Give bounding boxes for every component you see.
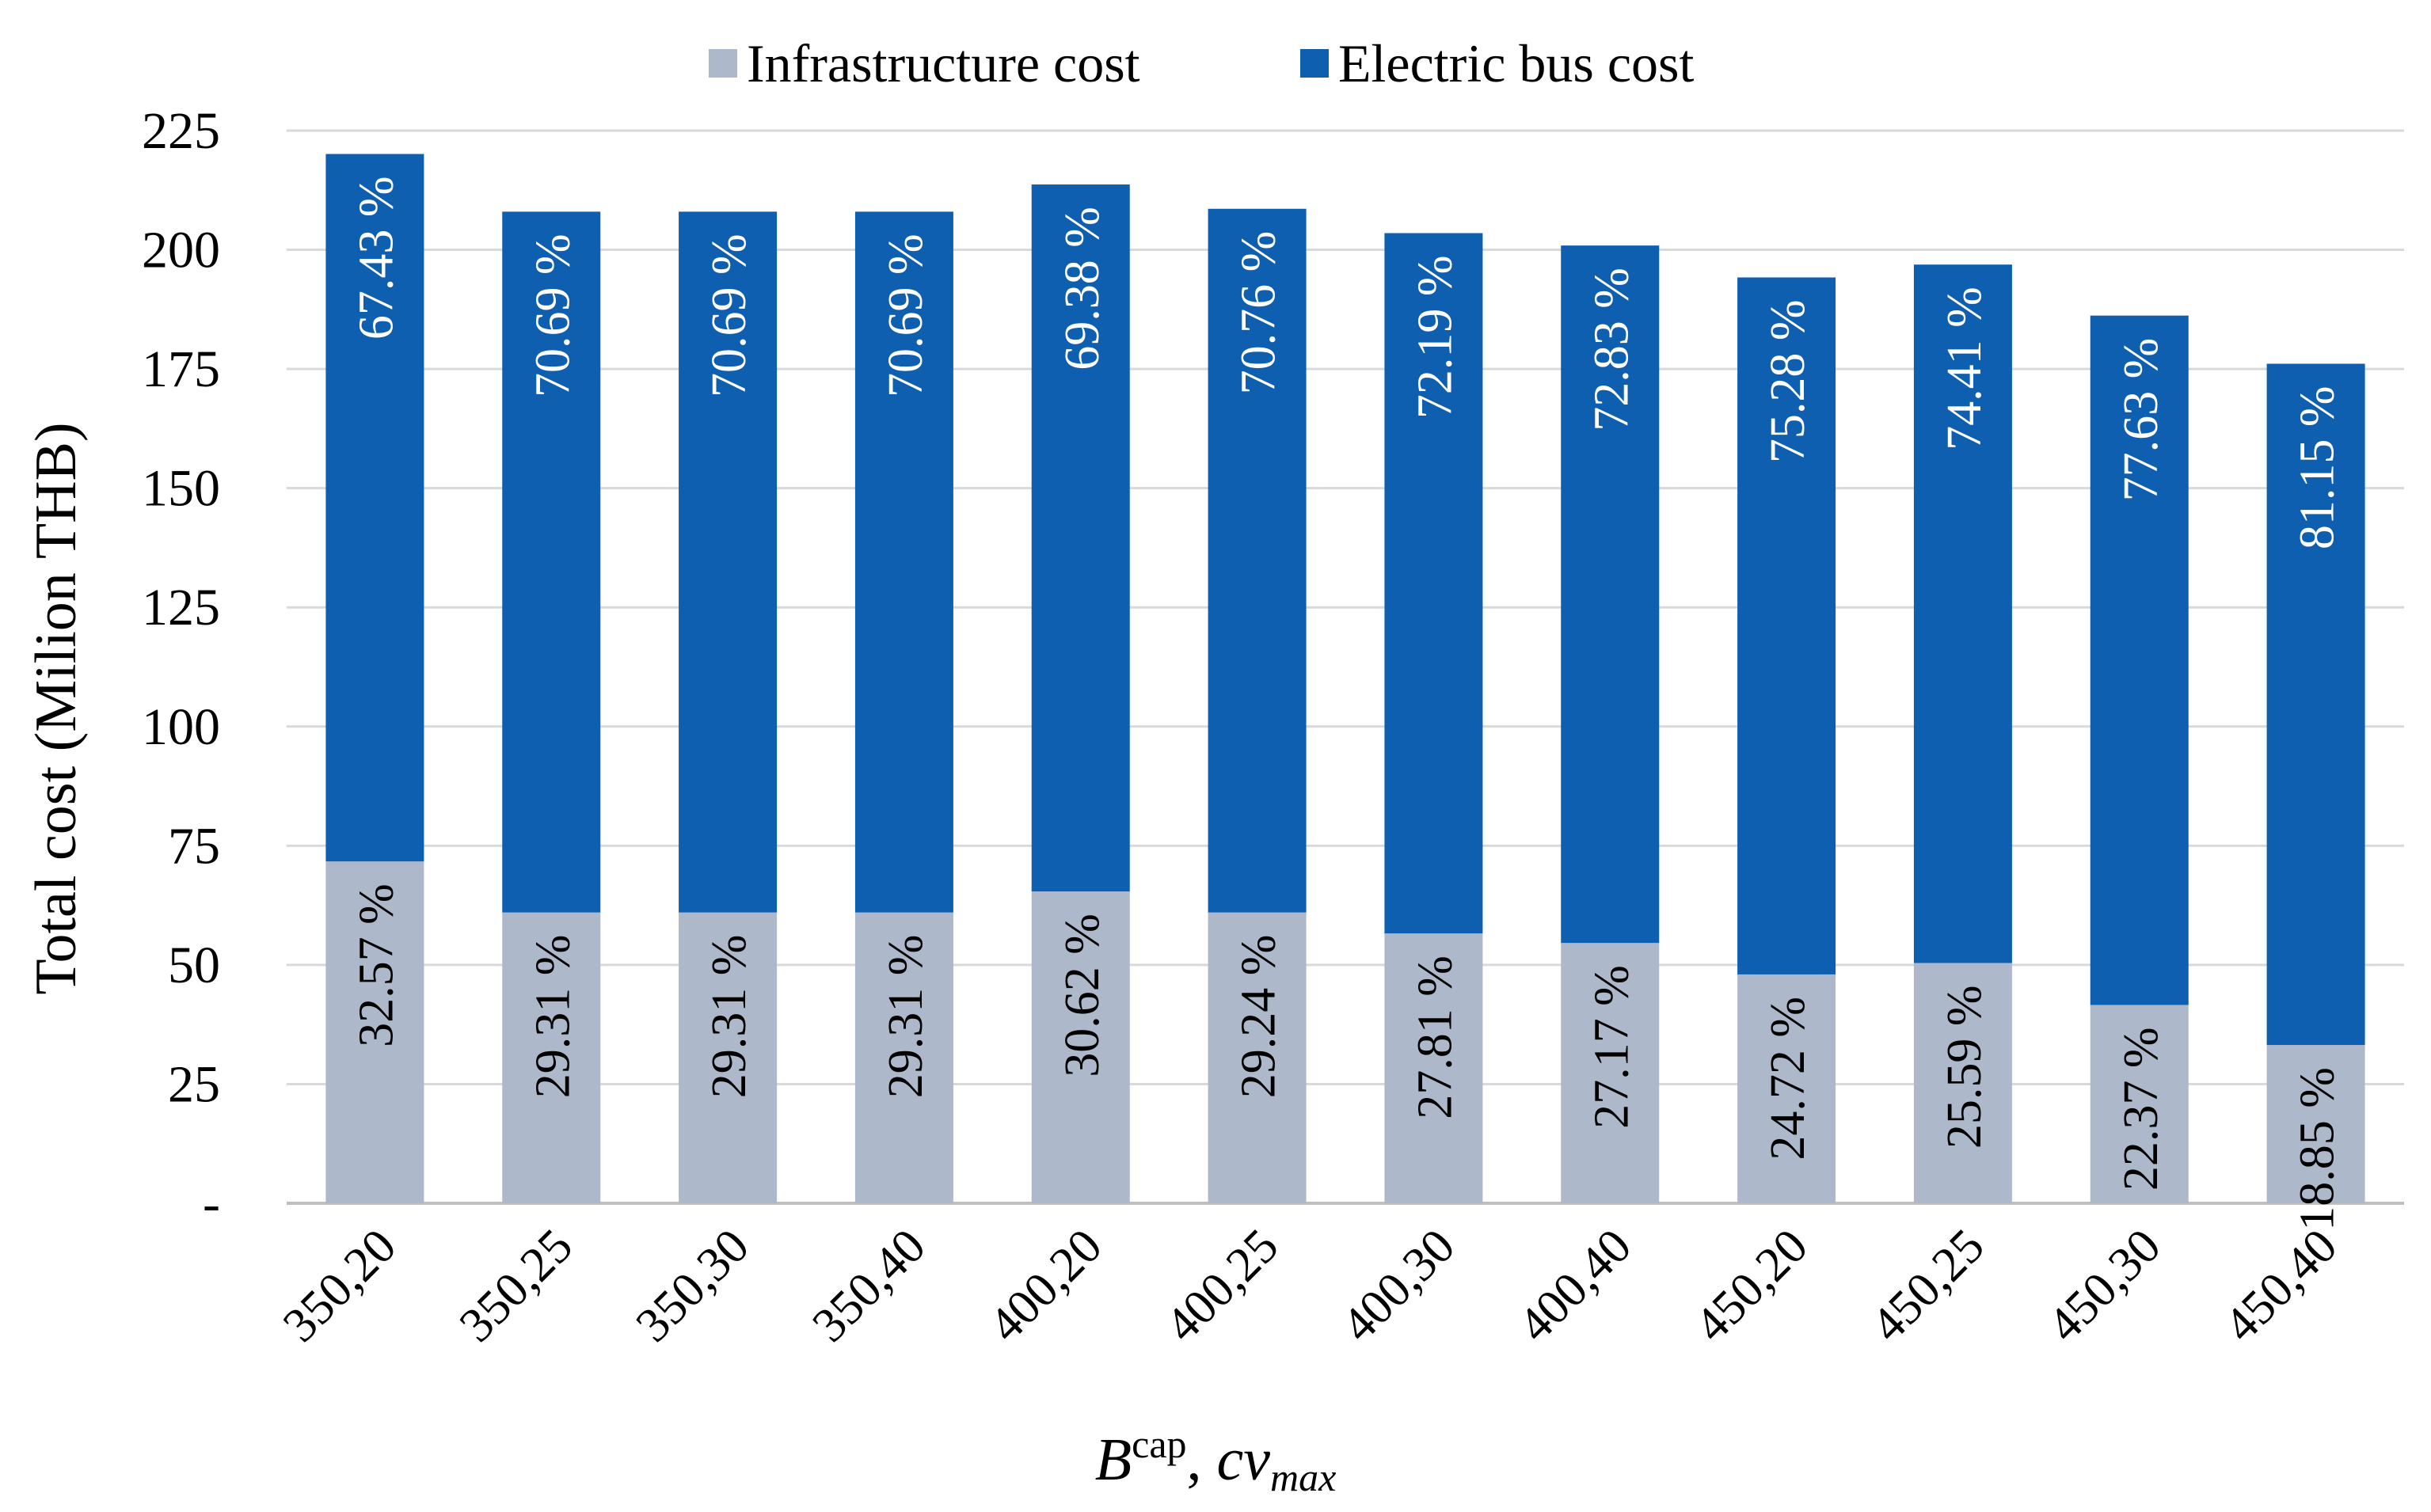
bar-label-electric-bus: 70.76 % (1232, 231, 1286, 395)
bar-electric-bus-400-25 (1208, 208, 1307, 913)
x-tick-label: 400,20 (979, 1219, 1113, 1353)
x-tick-label: 450,25 (1861, 1219, 1995, 1353)
bar-label-electric-bus: 77.63 % (2114, 338, 2168, 502)
bar-data-labels: 32.57 % 67.43 % 29.31 % 70.69 % 29.31 % 70.69… (349, 177, 2344, 1231)
legend-swatch-infrastructure (709, 49, 737, 78)
x-axis-label-second: cv (1216, 1427, 1270, 1493)
legend: Infrastructure cost Electric bus cost (0, 24, 2431, 103)
bar-infrastructure-400-40 (1561, 943, 1660, 1203)
bar-label-infrastructure: 29.31 % (702, 935, 756, 1099)
y-tick-label: 150 (142, 460, 220, 518)
bar-label-infrastructure: 29.31 % (879, 935, 933, 1099)
bar-electric-bus-350-20 (325, 154, 424, 862)
bar-electric-bus-450-20 (1737, 277, 1836, 974)
y-tick-label: 25 (168, 1055, 220, 1113)
bar-infrastructure-400-25 (1208, 912, 1307, 1203)
bar-label-electric-bus: 72.83 % (1585, 268, 1638, 431)
x-axis-label-separator: , (1186, 1427, 1217, 1493)
bars (325, 154, 2365, 1203)
bar-label-electric-bus: 75.28 % (1761, 299, 1815, 463)
bar-label-infrastructure: 27.81 % (1408, 955, 1462, 1119)
bar-label-electric-bus: 70.69 % (702, 234, 756, 397)
x-tick-label: 400,25 (1155, 1219, 1289, 1353)
x-axis-label-superscript: cap (1132, 1422, 1187, 1466)
x-tick-label: 400,30 (1332, 1219, 1466, 1353)
bar-infrastructure-350-25 (502, 912, 601, 1203)
x-tick-label: 350,40 (802, 1219, 936, 1353)
y-tick-label: 50 (168, 936, 220, 994)
bar-label-infrastructure: 24.72 % (1761, 997, 1815, 1161)
bar-label-infrastructure: 29.31 % (526, 935, 580, 1099)
x-tick-label: 350,20 (273, 1219, 407, 1353)
x-tick-label: 450,30 (2037, 1219, 2171, 1353)
bar-electric-bus-400-40 (1561, 245, 1660, 944)
bar-infrastructure-350-40 (854, 912, 953, 1203)
bar-electric-bus-400-30 (1384, 233, 1483, 934)
bar-label-electric-bus: 81.15 % (2291, 386, 2345, 549)
legend-item-infrastructure: Infrastructure cost (709, 24, 1140, 103)
y-tick-label: 125 (142, 579, 220, 636)
bar-electric-bus-450-25 (1913, 264, 2012, 963)
bar-label-electric-bus: 70.69 % (526, 234, 580, 397)
bar-infrastructure-450-40 (2266, 1045, 2365, 1203)
bar-label-electric-bus: 69.38 % (1056, 207, 1109, 370)
bar-label-electric-bus: 74.41 % (1938, 287, 1992, 450)
bar-label-infrastructure: 22.37 % (2114, 1027, 2168, 1191)
bar-infrastructure-400-30 (1384, 933, 1483, 1203)
y-tick-labels: - 25 50 75 100 125 150 175 200 225 (142, 102, 220, 1233)
bar-label-infrastructure: 32.57 % (349, 883, 403, 1047)
gridlines (287, 129, 2404, 1205)
bar-electric-bus-350-30 (679, 211, 778, 913)
bar-infrastructure-450-25 (1913, 963, 2012, 1203)
x-axis-label: Bcap, cvmax (0, 1421, 2431, 1500)
y-tick-label: 75 (168, 817, 220, 875)
bar-label-electric-bus: 72.19 % (1408, 255, 1462, 419)
bar-electric-bus-450-30 (2090, 315, 2189, 1005)
x-tick-label: 350,25 (450, 1219, 584, 1353)
y-tick-label: - (203, 1175, 220, 1233)
bar-infrastructure-400-20 (1031, 891, 1130, 1203)
y-tick-label: 100 (142, 698, 220, 756)
bar-label-electric-bus: 67.43 % (349, 177, 403, 340)
bar-electric-bus-400-20 (1031, 184, 1130, 892)
x-axis-label-main: B (1094, 1427, 1132, 1493)
legend-label-infrastructure: Infrastructure cost (747, 32, 1140, 93)
legend-item-electric-bus: Electric bus cost (1300, 24, 1694, 103)
bar-infrastructure-450-20 (1737, 974, 1836, 1203)
bar-infrastructure-350-20 (325, 861, 424, 1203)
x-tick-labels: 350,20 350,25 350,30 350,40 400,20 400,25 400,… (273, 1219, 2348, 1353)
x-tick-label: 450,20 (1684, 1219, 1818, 1353)
x-axis-label-subscript: max (1269, 1455, 1337, 1499)
legend-label-electric-bus: Electric bus cost (1338, 32, 1695, 93)
bar-electric-bus-350-40 (854, 211, 953, 913)
x-tick-label: 400,40 (1508, 1219, 1642, 1353)
bar-label-electric-bus: 70.69 % (879, 234, 933, 397)
bar-electric-bus-450-40 (2266, 363, 2365, 1046)
bar-label-infrastructure: 29.24 % (1232, 935, 1286, 1099)
bar-electric-bus-350-25 (502, 211, 601, 913)
bar-infrastructure-450-30 (2090, 1005, 2189, 1203)
x-tick-label: 350,30 (626, 1219, 759, 1353)
bar-label-infrastructure: 18.85 % (2291, 1067, 2345, 1231)
y-tick-label: 200 (142, 222, 220, 279)
x-tick-label: 450,40 (2214, 1219, 2348, 1353)
y-tick-label: 225 (142, 102, 220, 160)
legend-swatch-electric-bus (1300, 49, 1329, 78)
bar-infrastructure-350-30 (679, 912, 778, 1203)
y-axis-label: Total cost (Milion THB) (24, 422, 89, 994)
bar-label-infrastructure: 30.62 % (1056, 914, 1109, 1077)
bar-label-infrastructure: 27.17 % (1585, 965, 1638, 1129)
y-tick-label: 175 (142, 340, 220, 398)
bar-label-infrastructure: 25.59 % (1938, 985, 1992, 1149)
